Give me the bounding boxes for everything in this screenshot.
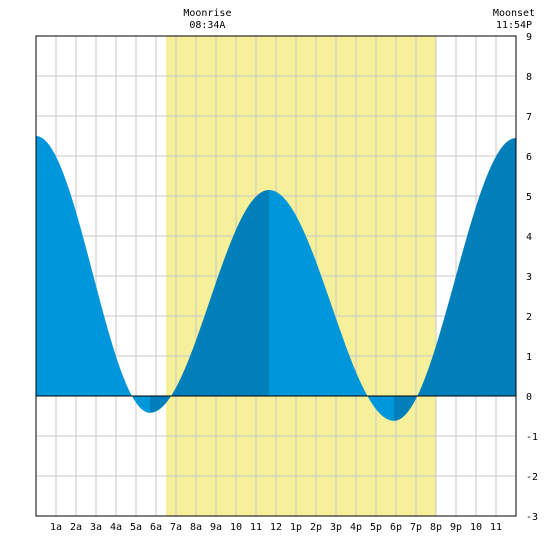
moonset-time: 11:54P (496, 20, 532, 31)
x-tick-label: 6a (150, 522, 162, 533)
y-tick-label: 3 (526, 272, 532, 283)
y-tick-label: 2 (526, 312, 532, 323)
x-tick-label: 8a (190, 522, 202, 533)
x-tick-label: 6p (390, 522, 402, 533)
x-tick-label: 1a (50, 522, 62, 533)
ebb-tide-area (269, 190, 394, 421)
moonset-label: Moonset (493, 8, 535, 19)
x-tick-label: 5p (370, 522, 382, 533)
y-tick-label: 5 (526, 192, 532, 203)
y-tick-label: -2 (526, 472, 538, 483)
x-tick-label: 9p (450, 522, 462, 533)
x-tick-label: 1p (290, 522, 302, 533)
y-tick-label: 9 (526, 32, 532, 43)
x-tick-label: 7p (410, 522, 422, 533)
moonrise-time: 08:34A (189, 20, 225, 31)
y-tick-label: -3 (526, 512, 538, 523)
x-tick-label: 12 (270, 522, 282, 533)
x-tick-label: 2a (70, 522, 82, 533)
tide-area (36, 136, 516, 421)
y-axis-ticks: 9 8 7 6 5 4 3 2 1 0 -1 -2 -3 (526, 32, 538, 523)
x-tick-label: 5a (130, 522, 142, 533)
x-tick-label: 8p (430, 522, 442, 533)
x-tick-label: 10 (470, 522, 482, 533)
y-tick-label: 4 (526, 232, 532, 243)
plot-border (35, 35, 517, 517)
y-tick-label: 0 (526, 392, 532, 403)
x-tick-label: 10 (230, 522, 242, 533)
y-tick-label: 6 (526, 152, 532, 163)
y-tick-label: 8 (526, 72, 532, 83)
x-tick-label: 11 (250, 522, 262, 533)
x-tick-label: 4a (110, 522, 122, 533)
flood-tide-area (394, 138, 516, 421)
y-tick-label: -1 (526, 432, 538, 443)
x-axis-ticks: 1a 2a 3a 4a 5a 6a 7a 8a 9a 10 11 12 1p 2p 3p 4p 5p 6p 7p 8p… (50, 522, 502, 533)
x-tick-label: 11 (490, 522, 502, 533)
x-tick-label: 2p (310, 522, 322, 533)
y-tick-label: 7 (526, 112, 532, 123)
x-tick-label: 7a (170, 522, 182, 533)
x-tick-label: 3p (330, 522, 342, 533)
flood-tide-area (150, 190, 269, 413)
x-tick-label: 9a (210, 522, 222, 533)
moonrise-label: Moonrise (183, 8, 231, 19)
x-tick-label: 3a (90, 522, 102, 533)
ebb-tide-area (36, 136, 150, 413)
x-tick-label: 4p (350, 522, 362, 533)
y-tick-label: 1 (526, 352, 532, 363)
